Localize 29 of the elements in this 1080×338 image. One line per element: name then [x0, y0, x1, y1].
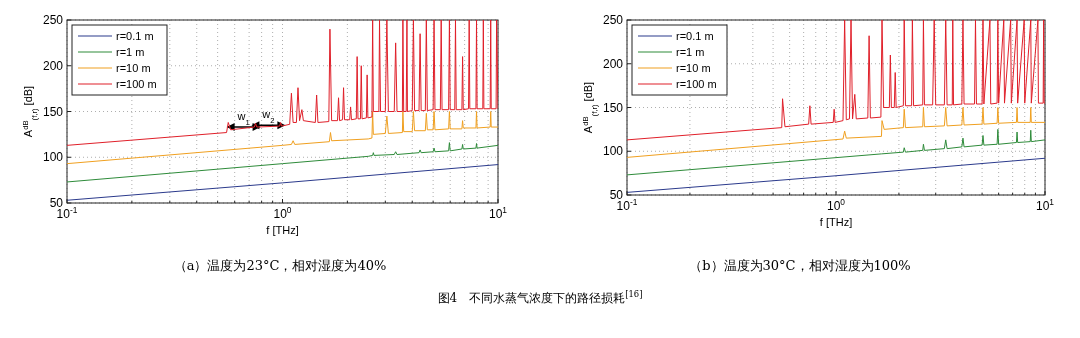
x-tick-label: 10$^{1}$	[1035, 197, 1055, 213]
x-tick-label: 10$^{1}$	[488, 205, 508, 221]
text: （a）温度为23°C，相对湿度为40%	[173, 258, 387, 273]
y-tick-label: 250	[602, 13, 624, 27]
x-tick-label: 10$^{0}$	[273, 205, 292, 221]
y-tick-label: 100	[42, 150, 64, 165]
annotation: w$_{1}$	[236, 110, 250, 127]
legend-label: r=100 m	[116, 78, 157, 90]
y-tick-label: 150	[42, 104, 64, 119]
legend-label: r=100 m	[676, 78, 717, 90]
y-tick-label: 100	[602, 144, 624, 159]
y-tick-label: 250	[42, 13, 64, 27]
legend-label: r=1 m	[676, 46, 705, 58]
caption: 图4 不同水蒸气浓度下的路径损耗$^{[16]}$	[437, 289, 643, 305]
legend-label: r=10 m	[676, 62, 711, 74]
legend-label: r=10 m	[116, 62, 151, 74]
x-tick-label: 10$^{0}$	[826, 197, 846, 213]
y-tick-label: 50	[49, 196, 64, 210]
y-tick-label: 200	[602, 56, 624, 71]
annotation: w$_{2}$	[261, 108, 275, 125]
x-axis-title: f [THz]	[819, 216, 853, 228]
text: （b）温度为30°C，相对湿度为100%	[689, 258, 911, 273]
x-axis-title: f [THz]	[266, 224, 299, 236]
legend-label: r=0.1 m	[116, 30, 154, 42]
y-tick-label: 50	[609, 188, 624, 202]
y-tick-label: 200	[42, 58, 64, 73]
y-tick-label: 150	[602, 100, 624, 115]
legend-label: r=0.1 m	[676, 30, 714, 42]
legend-label: r=1 m	[116, 46, 145, 58]
